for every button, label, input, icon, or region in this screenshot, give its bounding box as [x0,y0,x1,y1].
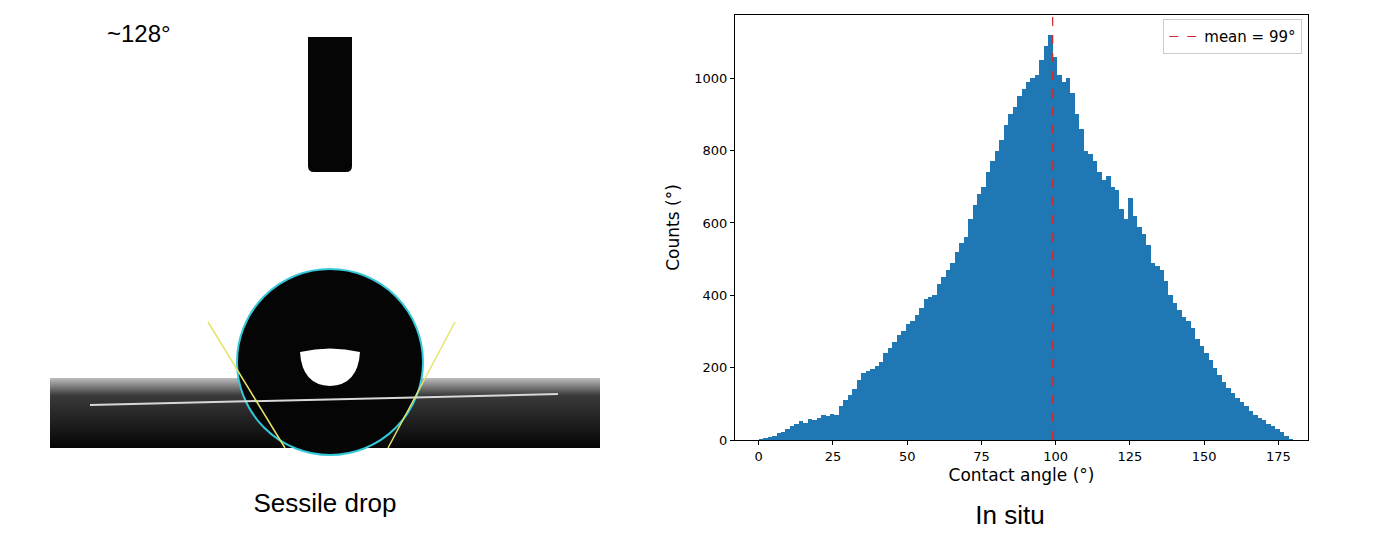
svg-text:0: 0 [755,449,763,464]
svg-text:125: 125 [1117,449,1142,464]
svg-text:mean = 99°: mean = 99° [1204,28,1295,46]
svg-text:Counts (°): Counts (°) [663,184,683,271]
svg-text:400: 400 [703,288,728,303]
svg-text:1000: 1000 [694,71,727,86]
html-text:Sessile drop: Sessile drop [253,488,397,518]
svg-text:75: 75 [973,449,990,464]
svg-text:200: 200 [703,360,728,375]
svg-text:100: 100 [1043,449,1068,464]
svg-text:0: 0 [719,433,727,448]
svg-text:25: 25 [825,449,842,464]
svg-text:50: 50 [899,449,916,464]
svg-text:Contact angle (°): Contact angle (°) [949,465,1095,485]
svg-text:175: 175 [1266,449,1291,464]
html-text:~128°: ~128° [107,20,171,47]
svg-text:150: 150 [1192,449,1217,464]
svg-text:600: 600 [703,216,728,231]
svg-text:800: 800 [703,143,728,158]
html-text:In situ: In situ [975,500,1045,530]
